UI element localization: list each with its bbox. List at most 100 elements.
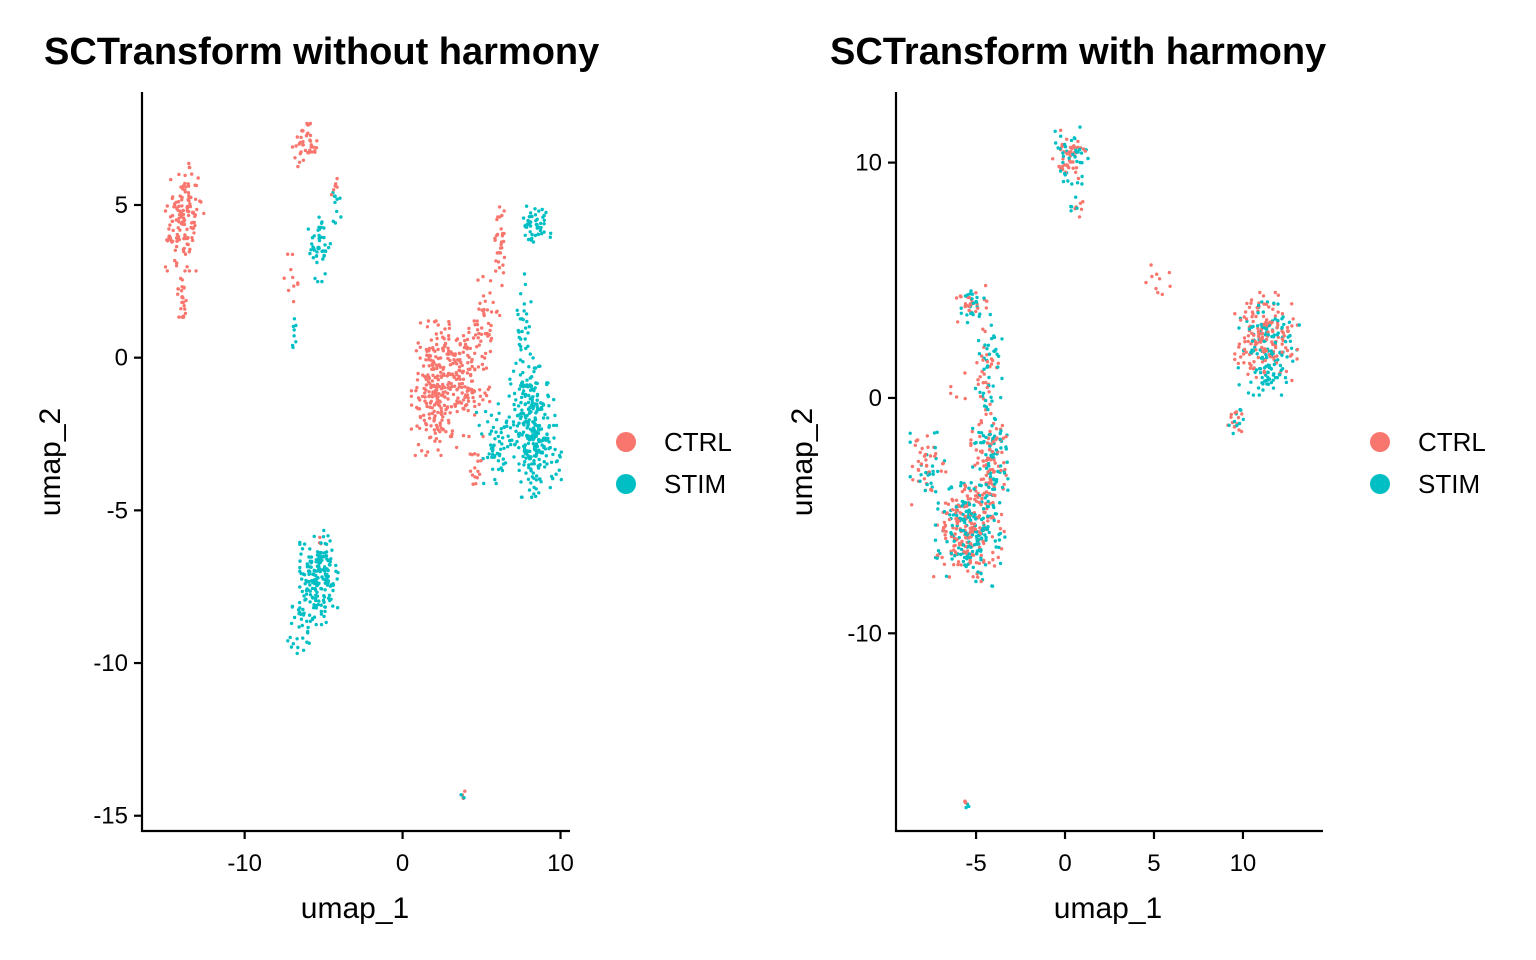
point-ctrl — [954, 527, 958, 531]
point-ctrl — [977, 514, 982, 518]
point-ctrl — [958, 511, 962, 515]
point-ctrl — [1250, 315, 1254, 319]
point-stim — [314, 254, 319, 258]
point-stim — [323, 588, 327, 592]
point-ctrl — [174, 264, 179, 268]
point-stim — [993, 349, 997, 353]
point-stim — [951, 513, 956, 517]
point-stim — [539, 401, 543, 405]
point-stim — [545, 432, 549, 437]
point-ctrl — [306, 151, 310, 155]
point-stim — [301, 648, 306, 652]
point-stim — [315, 260, 319, 265]
point-ctrl — [1004, 434, 1008, 439]
point-ctrl — [475, 476, 479, 480]
point-stim — [309, 248, 313, 252]
point-stim — [529, 435, 533, 439]
point-stim — [1279, 393, 1284, 397]
point-stim — [554, 423, 559, 428]
point-ctrl — [501, 271, 506, 275]
point-stim — [994, 448, 998, 452]
point-stim — [319, 612, 324, 616]
point-stim — [1251, 349, 1256, 353]
point-ctrl — [289, 267, 293, 272]
point-stim — [1231, 431, 1235, 436]
point-ctrl — [418, 356, 422, 360]
point-ctrl — [439, 453, 443, 458]
point-stim — [523, 443, 527, 448]
point-ctrl — [986, 519, 990, 523]
point-stim — [533, 429, 537, 433]
point-ctrl — [966, 497, 970, 501]
point-stim — [546, 393, 550, 397]
point-stim — [557, 468, 561, 472]
point-ctrl — [469, 373, 473, 378]
point-stim — [969, 481, 973, 485]
point-stim — [323, 249, 328, 254]
point-stim — [499, 427, 503, 431]
point-ctrl — [1271, 342, 1275, 347]
point-ctrl — [185, 236, 190, 241]
point-stim — [524, 392, 528, 397]
point-stim — [952, 539, 956, 543]
point-stim — [521, 454, 525, 459]
point-ctrl — [497, 266, 502, 270]
point-stim — [977, 483, 982, 487]
point-stim — [535, 398, 539, 402]
point-stim — [994, 478, 999, 482]
point-ctrl — [1276, 323, 1280, 327]
point-stim — [501, 436, 505, 440]
point-stim — [1074, 195, 1078, 199]
point-stim — [523, 282, 528, 287]
point-ctrl — [989, 516, 993, 520]
point-stim — [311, 579, 315, 584]
point-ctrl — [438, 365, 443, 369]
point-ctrl — [415, 378, 420, 382]
point-ctrl — [456, 396, 460, 400]
point-stim — [525, 413, 529, 418]
point-ctrl — [463, 789, 467, 793]
point-ctrl — [434, 423, 439, 427]
point-stim — [529, 384, 533, 388]
point-ctrl — [976, 378, 980, 382]
point-ctrl — [969, 527, 973, 531]
y-tick-label: 10 — [855, 150, 882, 177]
point-ctrl — [431, 346, 435, 350]
point-stim — [533, 422, 537, 427]
point-stim — [537, 457, 541, 462]
point-ctrl — [489, 323, 493, 328]
point-stim — [1297, 323, 1302, 327]
point-ctrl — [177, 204, 181, 208]
point-ctrl — [295, 135, 299, 139]
point-stim — [554, 472, 558, 476]
point-stim — [306, 569, 311, 573]
point-ctrl — [176, 292, 180, 296]
point-stim — [969, 518, 973, 522]
point-stim — [953, 554, 957, 558]
point-ctrl — [286, 288, 291, 293]
point-stim — [551, 452, 555, 457]
point-ctrl — [1268, 354, 1272, 359]
point-stim — [1241, 417, 1246, 422]
point-ctrl — [175, 239, 179, 243]
point-stim — [499, 466, 503, 470]
point-ctrl — [500, 283, 504, 288]
point-stim — [307, 555, 311, 559]
point-ctrl — [1249, 298, 1254, 302]
point-stim — [991, 477, 996, 481]
point-stim — [535, 409, 539, 413]
point-stim — [1073, 155, 1077, 159]
point-stim — [528, 388, 533, 392]
point-stim — [494, 430, 498, 434]
point-stim — [521, 370, 525, 375]
legend: CTRL STIM — [616, 427, 732, 499]
point-ctrl — [1246, 339, 1250, 344]
x-axis-label: umap_1 — [1054, 892, 1162, 925]
point-ctrl — [978, 375, 982, 379]
point-stim — [530, 400, 534, 404]
point-ctrl — [988, 402, 992, 406]
point-stim — [1250, 325, 1254, 329]
point-stim — [537, 448, 541, 452]
point-ctrl — [959, 563, 963, 567]
point-stim — [1279, 368, 1283, 372]
